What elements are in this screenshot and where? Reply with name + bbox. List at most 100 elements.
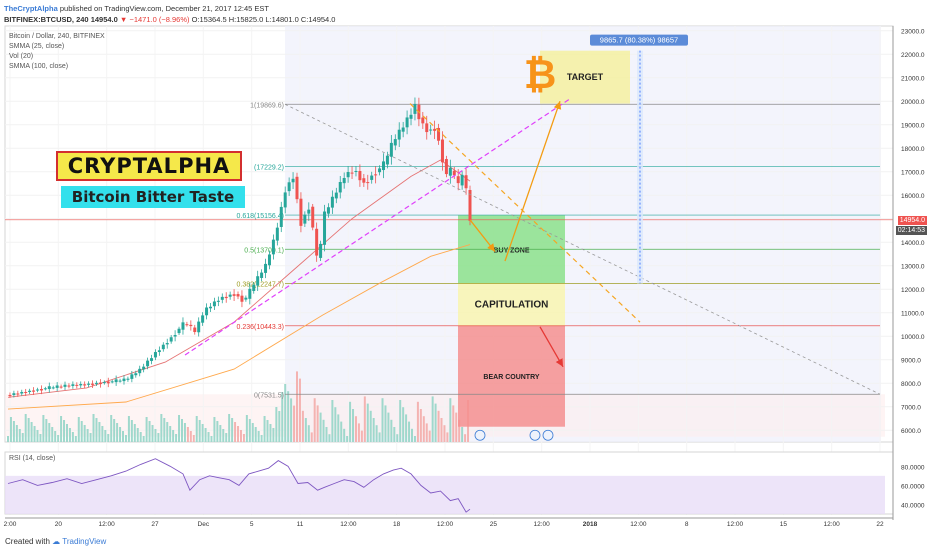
bitcoin-logo-icon: ₿ bbox=[524, 52, 557, 98]
indicator-rsi[interactable]: RSI (14, close) bbox=[9, 455, 56, 462]
volume-bar bbox=[313, 398, 316, 442]
rsi-tick-label: 80.0000 bbox=[901, 464, 925, 471]
candle-body bbox=[326, 207, 330, 214]
volume-bar bbox=[408, 421, 411, 442]
volume-bar bbox=[284, 384, 287, 442]
candle-body bbox=[334, 192, 338, 199]
x-tick-label: 12:00 bbox=[824, 521, 841, 528]
volume-bar bbox=[310, 432, 313, 442]
volume-bar bbox=[428, 430, 431, 442]
volume-bar bbox=[110, 415, 113, 442]
volume-bar bbox=[169, 426, 172, 442]
candle-body bbox=[330, 196, 334, 208]
volume-bar bbox=[452, 405, 455, 442]
candle-body bbox=[8, 394, 12, 396]
candle-body bbox=[142, 366, 146, 370]
volume-bar bbox=[51, 427, 54, 442]
candle-body bbox=[440, 139, 444, 163]
candle-body bbox=[59, 386, 63, 388]
volume-bar bbox=[319, 412, 322, 442]
candle-body bbox=[444, 159, 448, 175]
volume-bar bbox=[328, 434, 331, 442]
x-tick-label: 12:00 bbox=[99, 521, 116, 528]
volume-bar bbox=[263, 416, 266, 442]
candle-body bbox=[299, 198, 303, 226]
x-tick-label: 25 bbox=[490, 521, 498, 528]
indicator-volume[interactable]: Vol (20) bbox=[9, 53, 34, 60]
candle-body bbox=[425, 123, 429, 133]
candle-body bbox=[47, 386, 51, 390]
candle-body bbox=[205, 307, 209, 316]
volume-bar bbox=[298, 378, 301, 442]
publish-line: TheCryptAlpha published on TradingView.c… bbox=[4, 4, 269, 13]
tradingview-logo-icon: ☁ bbox=[52, 537, 61, 546]
volume-bar bbox=[127, 416, 130, 442]
volume-bar bbox=[104, 430, 107, 442]
volume-bar bbox=[419, 409, 422, 442]
candle-body bbox=[240, 295, 244, 302]
volume-bar bbox=[402, 407, 405, 442]
candle-body bbox=[256, 276, 260, 286]
volume-bar bbox=[352, 409, 355, 442]
volume-bar bbox=[9, 417, 12, 442]
volume-bar bbox=[375, 425, 378, 442]
candle-body bbox=[106, 381, 110, 384]
candle-body bbox=[236, 294, 240, 297]
candle-body bbox=[437, 127, 441, 141]
candle-body bbox=[405, 117, 409, 128]
candle-body bbox=[28, 390, 32, 393]
measure-label: 9865.7 (80.38%) 98657 bbox=[600, 36, 678, 45]
volume-bar bbox=[130, 420, 133, 442]
x-tick-label: 5 bbox=[250, 521, 254, 528]
fib-level-label: 1(19869.6) bbox=[250, 102, 284, 109]
volume-bar bbox=[334, 407, 337, 442]
zone-label: BEAR COUNTRY bbox=[483, 374, 539, 381]
candle-body bbox=[460, 174, 464, 186]
candle-body bbox=[323, 211, 327, 245]
volume-bar bbox=[446, 432, 449, 442]
y-tick-label: 16000.0 bbox=[901, 193, 925, 200]
candle-body bbox=[161, 344, 165, 350]
author-link[interactable]: TheCryptAlpha bbox=[4, 4, 58, 13]
volume-bar bbox=[166, 422, 169, 442]
x-tick-label: Dec bbox=[198, 521, 210, 528]
volume-bar bbox=[24, 414, 27, 442]
candle-body bbox=[51, 387, 55, 389]
series-title[interactable]: Bitcoin / Dollar, 240, BITFINEX bbox=[9, 33, 105, 40]
candle-body bbox=[362, 178, 366, 183]
volume-bar bbox=[107, 434, 110, 442]
brand-title: CRYPTALPHA bbox=[56, 151, 242, 181]
candle-body bbox=[146, 360, 150, 367]
volume-bar bbox=[343, 428, 346, 442]
candle-body bbox=[232, 294, 236, 296]
rsi-line bbox=[7, 458, 471, 513]
volume-bar bbox=[145, 417, 148, 442]
volume-bar bbox=[378, 432, 381, 442]
candle-body bbox=[126, 378, 130, 380]
candle-body bbox=[271, 239, 275, 255]
candle-body bbox=[189, 324, 193, 327]
y-tick-label: 20000.0 bbox=[901, 99, 925, 106]
candle-body bbox=[12, 393, 16, 395]
indicator-smma100[interactable]: SMMA (100, close) bbox=[9, 63, 69, 70]
candle-body bbox=[393, 139, 397, 146]
x-tick-label: 2:00 bbox=[4, 521, 17, 528]
volume-bar bbox=[57, 435, 60, 442]
indicator-smma25[interactable]: SMMA (25, close) bbox=[9, 43, 65, 50]
candle-body bbox=[307, 209, 311, 214]
volume-bar bbox=[357, 423, 360, 442]
candle-body bbox=[248, 288, 252, 299]
volume-bar bbox=[65, 424, 68, 442]
drop-arrow bbox=[469, 219, 496, 253]
candle-body bbox=[287, 182, 291, 192]
candle-body bbox=[118, 380, 122, 382]
volume-bar bbox=[245, 415, 248, 442]
y-tick-label: 6000.0 bbox=[901, 428, 921, 435]
volume-bar bbox=[160, 414, 163, 442]
x-tick-label: 11 bbox=[297, 521, 304, 528]
volume-bar bbox=[287, 391, 290, 442]
volume-bar bbox=[192, 435, 195, 442]
volume-bar bbox=[325, 427, 328, 442]
footer-brand[interactable]: TradingView bbox=[62, 537, 107, 546]
candle-body bbox=[173, 335, 177, 337]
